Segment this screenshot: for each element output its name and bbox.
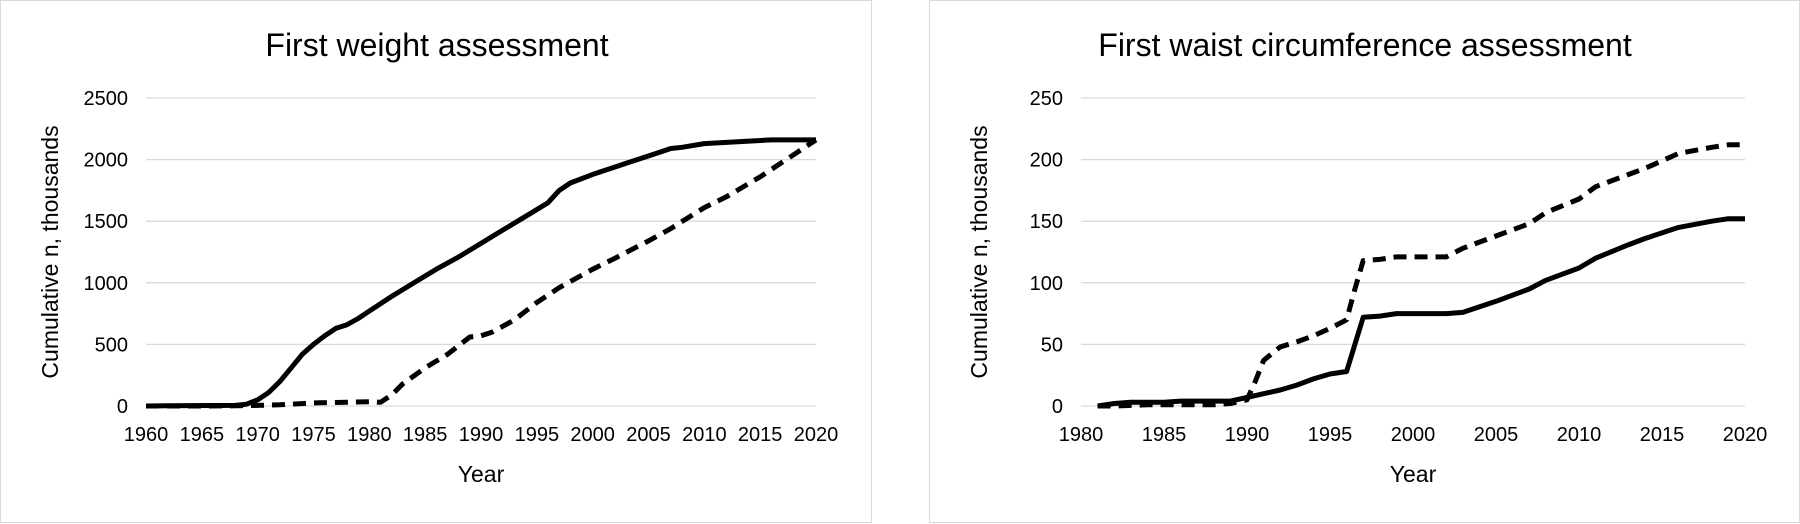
x-tick-label: 1985 [403,424,448,446]
x-tick-label: 1985 [1142,424,1187,446]
y-axis-title: Cumulative n, thousands [966,125,992,378]
x-tick-label: 2020 [1723,424,1768,446]
y-tick-label: 150 [1030,211,1063,233]
x-tick-label: 2015 [1640,424,1685,446]
x-tick-label: 1990 [459,424,504,446]
y-tick-label: 500 [95,334,128,356]
x-tick-label: 1995 [515,424,560,446]
series-line-dashed [146,137,818,409]
y-tick-label: 1000 [84,273,129,295]
series-line-solid [1097,216,1745,409]
chart-title: First waist circumference assessment [1098,27,1632,63]
x-tick-label: 1980 [1059,424,1104,446]
x-tick-label: 2015 [738,424,783,446]
chart-panel-weight: First weight assessment 0 500 1000 1500 2000 2… [0,0,872,523]
y-tick-label: 50 [1041,334,1063,356]
x-tick-label: 1960 [124,424,169,446]
x-tick-label: 2005 [626,424,671,446]
series-line-dashed [1097,142,1745,409]
y-tick-label: 1500 [84,211,129,233]
weight-chart-svg: First weight assessment 0 500 1000 1500 2000 2… [37,27,839,487]
x-tick-label: 1970 [235,424,280,446]
y-tick-label: 200 [1030,150,1063,172]
x-tick-label: 1990 [1225,424,1270,446]
x-tick-label: 1965 [180,424,225,446]
y-tick-label: 0 [1052,396,1063,418]
y-tick-label: 250 [1030,88,1063,110]
series-line-solid [145,137,816,409]
y-axis-title: Cumulative n, thousands [37,125,63,378]
y-tick-label: 2000 [84,150,129,172]
chart-panel-waist: First waist circumference assessment 0 50 1… [929,0,1800,523]
x-tick-label: 2020 [794,424,839,446]
chart-title: First weight assessment [265,27,608,63]
x-tick-label: 2005 [1474,424,1519,446]
x-tick-label: 2010 [682,424,727,446]
x-tick-label: 1995 [1308,424,1353,446]
x-tick-label: 1980 [347,424,392,446]
x-tick-label: 2010 [1557,424,1602,446]
x-tick-label: 1975 [291,424,336,446]
x-tick-label: 2000 [1391,424,1436,446]
x-tick-label: 2000 [570,424,615,446]
y-tick-label: 0 [117,396,128,418]
y-tick-label: 2500 [84,88,129,110]
waist-chart-svg: First waist circumference assessment 0 50 1… [966,27,1768,487]
x-axis-title: Year [458,461,505,487]
x-axis-title: Year [1390,461,1437,487]
y-tick-label: 100 [1030,273,1063,295]
